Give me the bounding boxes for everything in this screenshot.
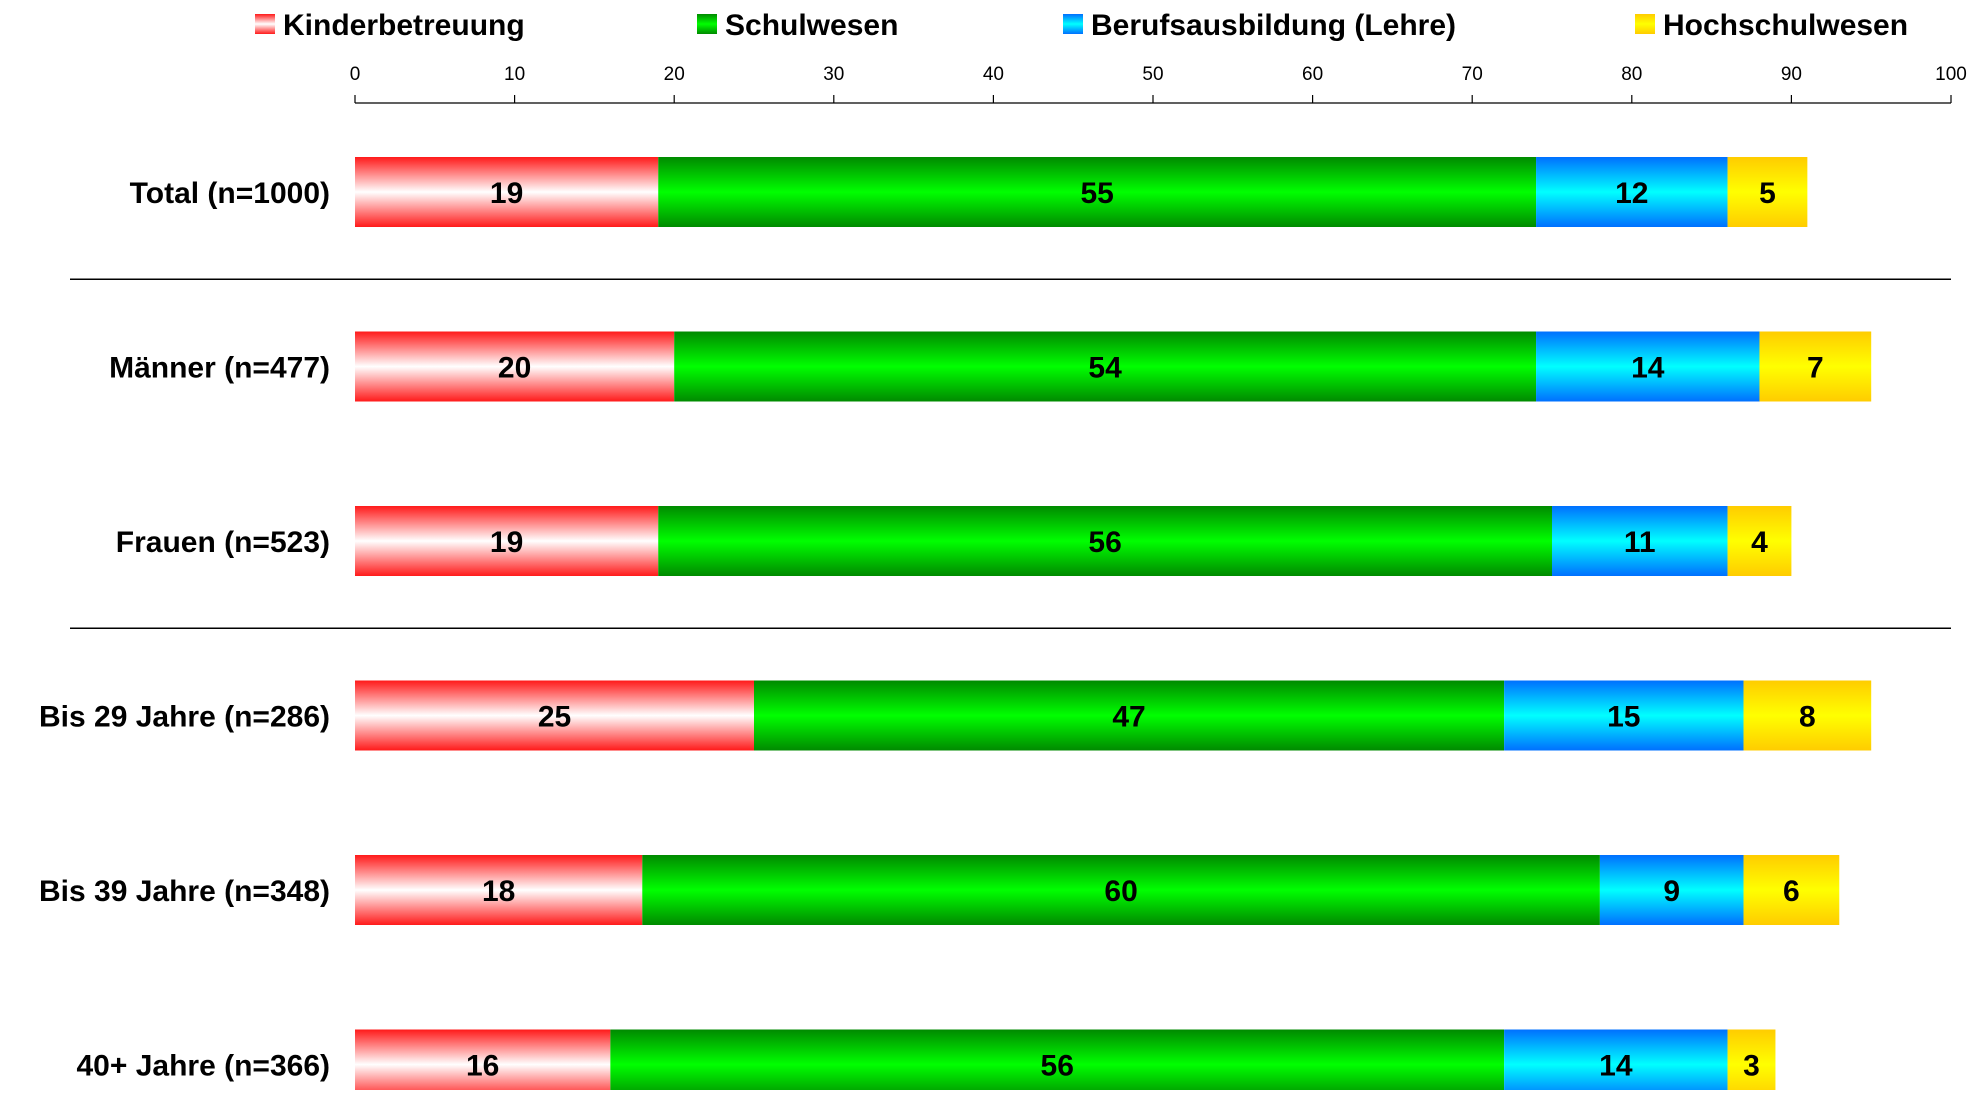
data-label: 56 [1041,1050,1074,1083]
data-label: 15 [1607,701,1640,734]
data-label: 18 [482,875,515,908]
legend-swatch [1063,14,1083,34]
x-tick-label: 40 [983,64,1004,85]
bar-segment-kinderbetreuung [355,1029,611,1095]
bar-segment-hochschulwesen [1743,680,1872,751]
bar-segment-schulwesen [658,157,1537,227]
bar-segment-schulwesen [658,506,1552,576]
bar-segment-schulwesen [642,855,1600,925]
x-tick-label: 0 [350,64,361,85]
bar-row-frauen-n-523: 19 56 11 4 [355,506,1792,576]
category-label: 40+ Jahre (n=366) [77,1050,331,1083]
x-tick-label: 30 [823,64,844,85]
data-label: 55 [1080,177,1113,210]
category-label: Frauen (n=523) [116,526,330,559]
bars: 19 55 12 5 20 54 14 7 19 56 11 4 25 47 15 8 18 60 9 6 16 56 14… [355,157,1872,1095]
bar-segment-hochschulwesen [1759,331,1872,402]
bar-segment-hochschulwesen [1727,506,1792,576]
data-label: 54 [1088,352,1122,385]
category-label: Bis 29 Jahre (n=286) [39,701,330,734]
data-label: 14 [1599,1050,1633,1083]
x-tick-label: 60 [1302,64,1323,85]
data-label: 12 [1615,177,1648,210]
bar-segment-hochschulwesen [1727,157,1808,227]
x-axis: 0 10 20 30 40 50 60 70 80 90 100 [350,64,1967,104]
category-label: Männer (n=477) [109,352,330,385]
data-label: 25 [538,701,571,734]
category-labels: Total (n=1000) Männer (n=477) Frauen (n=52… [39,177,330,1083]
legend-item-berufsausbildung-lehre: Berufsausbildung (Lehre) [1063,9,1456,42]
bar-segment-berufsausbildung-lehre [1536,157,1728,227]
bar-segment-berufsausbildung-lehre [1504,680,1744,751]
legend-swatch [1635,14,1655,34]
data-label: 19 [490,177,523,210]
x-tick-label: 100 [1935,64,1967,85]
x-tick-label: 20 [664,64,685,85]
x-tick-label: 10 [504,64,525,85]
legend-swatch [255,14,275,34]
bar-segment-hochschulwesen [1743,855,1840,925]
data-label: 4 [1751,526,1768,559]
bar-segment-schulwesen [754,680,1505,751]
legend-swatch [697,14,717,34]
data-label: 47 [1112,701,1145,734]
data-label: 5 [1759,177,1776,210]
data-label: 19 [490,526,523,559]
category-label: Bis 39 Jahre (n=348) [39,875,330,908]
legend-item-schulwesen: Schulwesen [697,9,898,42]
data-label: 11 [1624,526,1656,559]
legend-label: Schulwesen [725,9,898,42]
category-label: Total (n=1000) [130,177,330,210]
bar-row-maenner-n-477: 20 54 14 7 [355,331,1872,402]
bar-segment-kinderbetreuung [355,157,659,227]
data-label: 9 [1663,875,1680,908]
x-tick-label: 70 [1462,64,1483,85]
bar-segment-kinderbetreuung [355,331,675,402]
bar-row-total-n-1000: 19 55 12 5 [355,157,1808,227]
bar-segment-berufsausbildung-lehre [1599,855,1744,925]
bar-segment-kinderbetreuung [355,680,754,751]
bar-segment-hochschulwesen [1727,1029,1776,1095]
data-label: 7 [1807,352,1824,385]
bar-segment-berufsausbildung-lehre [1536,331,1760,402]
legend: Kinderbetreuung Schulwesen Berufsausbildun… [255,9,1908,42]
bar-row-40-jahre-n-366: 16 56 14 3 [355,1029,1776,1095]
data-label: 60 [1104,875,1137,908]
x-tick-label: 90 [1781,64,1802,85]
legend-item-kinderbetreuung: Kinderbetreuung [255,9,525,42]
data-label: 56 [1088,526,1121,559]
legend-item-hochschulwesen: Hochschulwesen [1635,9,1908,42]
x-tick-label: 80 [1621,64,1642,85]
data-label: 14 [1631,352,1665,385]
bar-row-bis-29-jahre-n-286: 25 47 15 8 [355,680,1872,751]
bar-segment-berufsausbildung-lehre [1552,506,1728,576]
bar-segment-kinderbetreuung [355,506,659,576]
group-separators [70,278,1951,629]
bar-segment-schulwesen [674,331,1537,402]
data-label: 20 [498,352,531,385]
x-tick-label: 50 [1142,64,1163,85]
legend-label: Hochschulwesen [1663,9,1908,42]
data-label: 6 [1783,875,1800,908]
data-label: 8 [1799,701,1816,734]
legend-label: Kinderbetreuung [283,9,525,42]
legend-label: Berufsausbildung (Lehre) [1091,9,1456,42]
data-label: 3 [1743,1050,1760,1083]
bar-segment-schulwesen [610,1029,1505,1095]
bar-segment-kinderbetreuung [355,855,643,925]
bar-segment-berufsausbildung-lehre [1504,1029,1728,1095]
bar-row-bis-39-jahre-n-348: 18 60 9 6 [355,855,1840,925]
data-label: 16 [466,1050,499,1083]
